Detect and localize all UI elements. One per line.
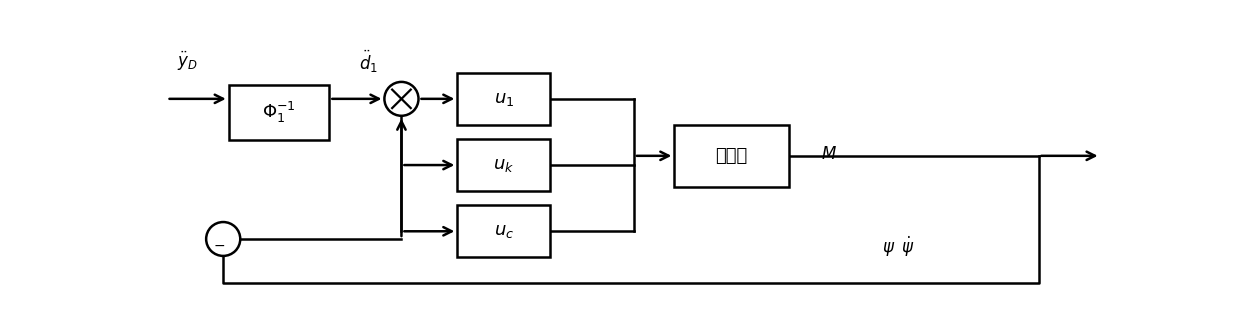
Text: $u_c$: $u_c$ [494,222,513,240]
Circle shape [206,222,241,256]
Text: $M$: $M$ [821,145,837,163]
Bar [675,125,789,186]
Text: $\Phi_1^{-1}$: $\Phi_1^{-1}$ [262,100,296,125]
Circle shape [384,82,419,116]
Text: $-$: $-$ [213,237,226,251]
Text: $\ddot{d}_1$: $\ddot{d}_1$ [360,49,378,75]
Bar [458,139,551,191]
Text: $u_1$: $u_1$ [494,90,513,108]
Bar [458,205,551,257]
Text: $u_k$: $u_k$ [494,156,515,174]
Text: $\psi \;\; \dot{\psi}$: $\psi \;\; \dot{\psi}$ [883,235,915,259]
Bar [228,85,330,140]
Bar [458,73,551,125]
Text: 吸振器: 吸振器 [715,147,748,165]
Text: $\ddot{y}_D$: $\ddot{y}_D$ [177,50,198,74]
